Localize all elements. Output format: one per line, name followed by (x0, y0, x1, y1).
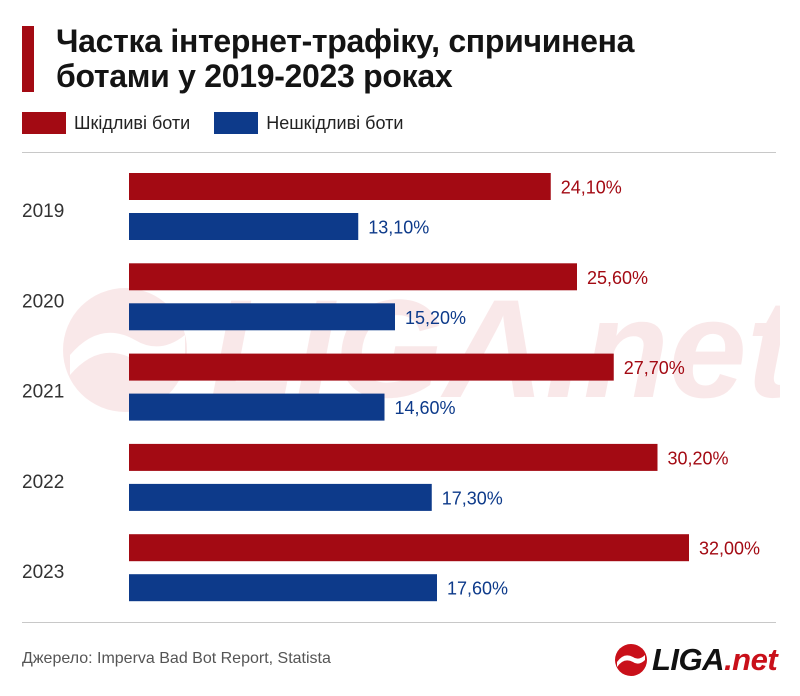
year-label-2023: 2023 (22, 562, 64, 583)
year-label-2021: 2021 (22, 382, 64, 403)
bar-malicious-2020 (129, 263, 577, 291)
data-label-malicious-2023: 32,00% (699, 539, 760, 559)
legend-swatch-malicious (22, 112, 66, 134)
data-label-malicious-2021: 27,70% (624, 358, 685, 378)
source-note: Джерело: Imperva Bad Bot Report, Statist… (22, 650, 331, 667)
bar-malicious-2022 (129, 443, 658, 471)
data-label-benign-2020: 15,20% (405, 308, 466, 328)
legend-item-malicious: Шкідливі боти (22, 112, 190, 134)
data-label-malicious-2020: 25,60% (587, 268, 648, 288)
bar-benign-2019 (129, 213, 359, 240)
chart-title-line-2: ботами у 2019-2023 роках (56, 58, 453, 94)
bar-benign-2020 (129, 303, 395, 331)
chart-title-line-1: Частка інтернет-трафіку, спричинена (56, 23, 635, 59)
legend-label-benign: Нешкідливі боти (266, 112, 404, 133)
title-accent-bar (22, 26, 34, 92)
liga-logo-suffix: .net (724, 642, 778, 677)
data-label-malicious-2019: 24,10% (561, 178, 622, 198)
data-label-malicious-2022: 30,20% (668, 448, 729, 468)
year-label-2019: 2019 (22, 201, 64, 222)
chart-title: Частка інтернет-трафіку, спричинена бота… (56, 24, 756, 94)
liga-logo-text: LIGA.net (652, 642, 778, 678)
legend-swatch-benign (214, 112, 259, 134)
data-label-benign-2022: 17,30% (442, 488, 503, 508)
bar-benign-2021 (129, 393, 385, 421)
chart-legend: Шкідливі боти Нешкідливі боти (22, 112, 427, 134)
bar-malicious-2019 (129, 173, 551, 200)
bar-benign-2023 (129, 574, 437, 602)
bottom-divider (22, 622, 776, 623)
bar-benign-2022 (129, 483, 432, 511)
year-label-2020: 2020 (22, 291, 64, 312)
data-label-benign-2023: 17,60% (447, 579, 508, 599)
top-divider (22, 152, 776, 153)
data-label-benign-2019: 13,10% (368, 218, 429, 238)
year-label-2022: 2022 (22, 472, 64, 493)
liga-logo-icon (615, 644, 647, 676)
data-label-benign-2021: 14,60% (395, 398, 456, 418)
bar-malicious-2023 (129, 534, 689, 562)
liga-logo-main: LIGA (652, 642, 725, 677)
liga-logo: LIGA.net (614, 640, 778, 680)
legend-item-benign: Нешкідливі боти (214, 112, 403, 134)
legend-label-malicious: Шкідливі боти (74, 112, 191, 133)
bar-malicious-2021 (129, 353, 614, 381)
